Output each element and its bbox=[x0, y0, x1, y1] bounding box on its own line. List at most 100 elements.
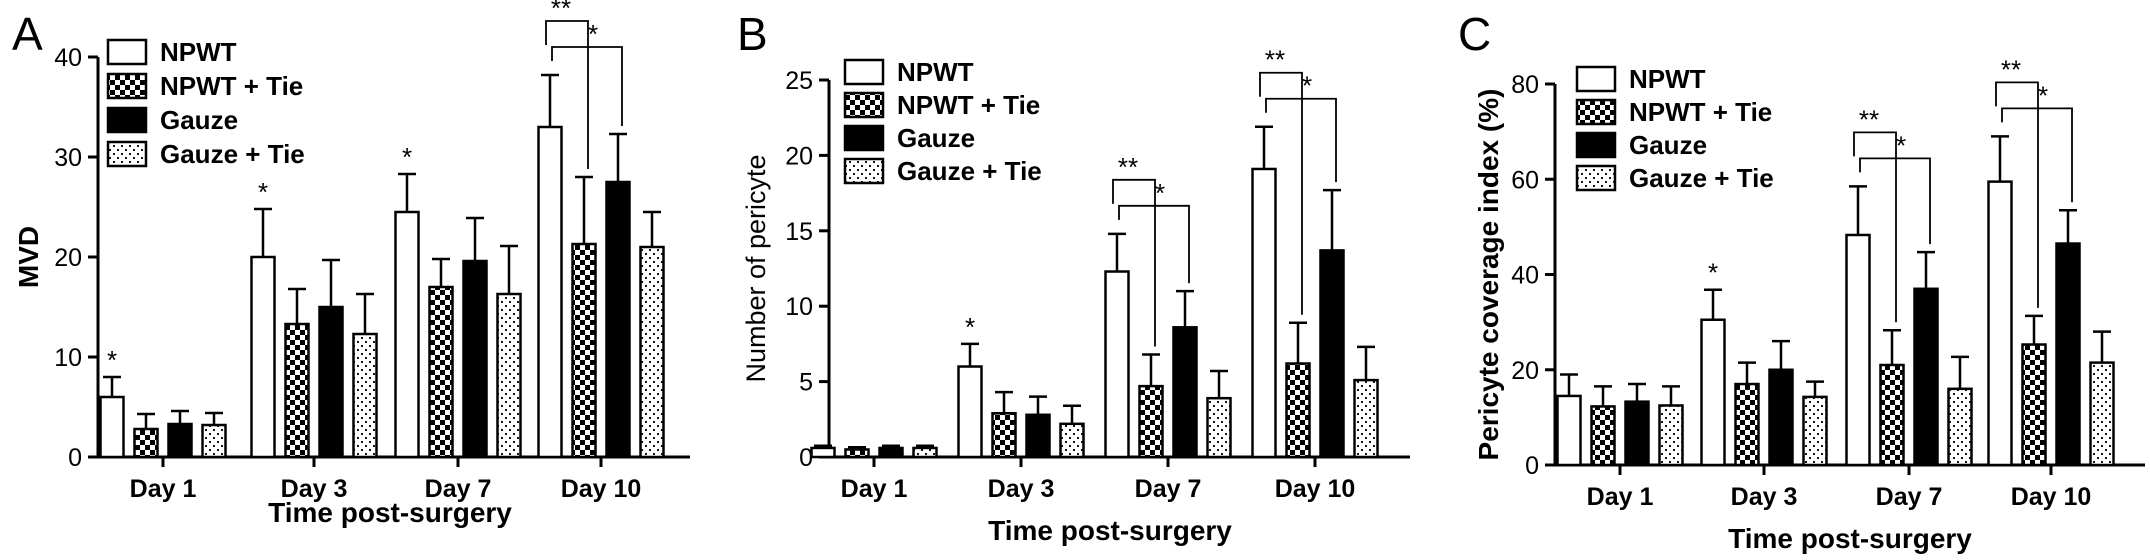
panel-letter: C bbox=[1458, 8, 1491, 60]
y-tick-label: 20 bbox=[54, 244, 82, 272]
legend-swatch bbox=[843, 124, 885, 152]
bar bbox=[462, 259, 488, 459]
bar bbox=[1353, 378, 1379, 459]
significance-marker: ** bbox=[1859, 104, 1879, 134]
significance-marker: * bbox=[588, 19, 598, 49]
bar bbox=[201, 423, 227, 459]
bar bbox=[1734, 382, 1760, 467]
significance-bracket bbox=[551, 46, 623, 126]
bar bbox=[1059, 422, 1085, 459]
legend-label: Gauze + Tie bbox=[160, 139, 305, 169]
significance-bracket bbox=[2001, 107, 2073, 203]
x-tick-label: Day 7 bbox=[1876, 483, 1943, 511]
bar bbox=[1768, 368, 1794, 467]
bar bbox=[605, 180, 631, 459]
bar bbox=[912, 446, 938, 459]
bar bbox=[571, 242, 597, 459]
bar bbox=[957, 365, 983, 459]
y-tick-label: 60 bbox=[1511, 166, 1539, 194]
legend-label: Gauze bbox=[897, 123, 975, 153]
legend-swatch bbox=[1575, 164, 1617, 192]
bar bbox=[1104, 270, 1130, 459]
y-tick-label: 10 bbox=[54, 344, 82, 372]
legend-label: Gauze + Tie bbox=[1629, 163, 1774, 193]
bar bbox=[537, 125, 563, 459]
bar bbox=[1700, 318, 1726, 467]
y-tick-label: 0 bbox=[68, 444, 82, 472]
legend-label: NPWT + Tie bbox=[1629, 97, 1772, 127]
significance-bracket bbox=[1118, 204, 1190, 284]
significance-marker: * bbox=[1896, 130, 1906, 160]
bar bbox=[99, 395, 125, 459]
bar bbox=[1590, 405, 1616, 467]
y-axis-label: Number of pericyte bbox=[741, 154, 771, 382]
legend-label: NPWT bbox=[897, 57, 974, 87]
bar bbox=[2021, 343, 2047, 467]
bar bbox=[284, 322, 310, 459]
panel-letter: A bbox=[12, 8, 43, 60]
bar bbox=[1879, 363, 1905, 467]
y-tick-label: 40 bbox=[1511, 262, 1539, 290]
bar bbox=[1206, 396, 1232, 459]
bar bbox=[1947, 387, 1973, 467]
y-tick-label: 20 bbox=[1511, 357, 1539, 385]
y-axis-label: Pericyte coverage index (%) bbox=[1473, 89, 1504, 461]
panel-letter: B bbox=[737, 8, 768, 60]
y-tick-label: 25 bbox=[785, 67, 813, 95]
bar bbox=[1138, 384, 1164, 459]
legend-swatch bbox=[843, 157, 885, 185]
x-tick-label: Day 1 bbox=[1587, 483, 1654, 511]
legend-swatch bbox=[106, 106, 148, 134]
significance-bracket bbox=[1995, 81, 2039, 308]
y-tick-label: 20 bbox=[785, 142, 813, 170]
bar bbox=[428, 285, 454, 459]
bar bbox=[810, 446, 836, 459]
bar bbox=[1251, 167, 1277, 459]
bar bbox=[1845, 233, 1871, 467]
bar bbox=[1624, 400, 1650, 467]
x-axis-label: Time post-surgery bbox=[988, 515, 1232, 546]
chart-panel-B: B 0 5 10 15 20 25 Number of pericyte Time post-s… bbox=[737, 8, 1410, 546]
bar bbox=[1172, 326, 1198, 459]
bar bbox=[167, 422, 193, 459]
bar bbox=[250, 255, 276, 459]
significance-marker: * bbox=[1302, 71, 1312, 101]
significance-marker: * bbox=[258, 177, 268, 207]
legend-label: Gauze bbox=[160, 105, 238, 135]
legend-swatch bbox=[106, 140, 148, 168]
bar bbox=[844, 448, 870, 459]
significance-bracket bbox=[1112, 178, 1156, 347]
legend-label: NPWT + Tie bbox=[897, 90, 1040, 120]
significance-marker: * bbox=[2038, 80, 2048, 110]
legend-label: NPWT bbox=[1629, 64, 1706, 94]
significance-marker: ** bbox=[1118, 152, 1138, 182]
legend-label: NPWT + Tie bbox=[160, 71, 303, 101]
y-tick-label: 80 bbox=[1511, 71, 1539, 99]
y-tick-label: 10 bbox=[785, 293, 813, 321]
y-tick-label: 30 bbox=[54, 144, 82, 172]
bar bbox=[133, 427, 159, 459]
legend-swatch bbox=[1575, 98, 1617, 126]
legend-swatch bbox=[1575, 65, 1617, 93]
x-tick-label: Day 3 bbox=[988, 475, 1055, 503]
significance-marker: * bbox=[1708, 258, 1718, 288]
x-tick-label: Day 10 bbox=[1275, 475, 1356, 503]
chart-panel-A: A 0 10 20 30 40 MVD Time post-surgery Day 1 Day 3… bbox=[12, 0, 690, 528]
bar bbox=[1025, 413, 1051, 459]
significance-bracket bbox=[545, 20, 589, 169]
significance-marker: ** bbox=[2001, 54, 2021, 84]
legend-swatch bbox=[1575, 131, 1617, 159]
x-tick-label: Day 1 bbox=[130, 475, 197, 503]
bar bbox=[2089, 361, 2115, 467]
bar bbox=[1802, 395, 1828, 467]
bar bbox=[1913, 287, 1939, 467]
x-tick-label: Day 7 bbox=[425, 475, 492, 503]
legend-swatch bbox=[106, 72, 148, 100]
y-tick-label: 5 bbox=[799, 369, 813, 397]
bar bbox=[1987, 180, 2013, 467]
significance-marker: * bbox=[1155, 178, 1165, 208]
significance-marker: ** bbox=[551, 0, 571, 23]
significance-marker: ** bbox=[1265, 45, 1285, 75]
